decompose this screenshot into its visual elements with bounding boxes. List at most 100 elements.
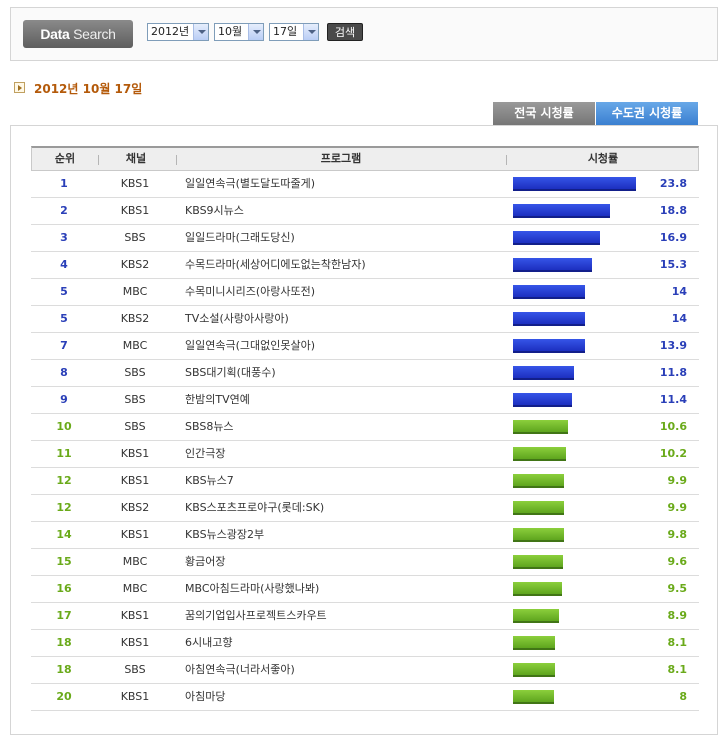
- header-rating: 시청률: [587, 152, 619, 165]
- rating-bar: [513, 609, 559, 623]
- rank-cell: 9: [60, 393, 68, 406]
- rating-value: 8.9: [667, 609, 688, 622]
- day-select-value: 17일: [273, 25, 298, 38]
- tab-national-rating[interactable]: 전국 시청률: [493, 102, 595, 125]
- channel-cell: SBS: [124, 663, 146, 676]
- rank-cell: 15: [56, 555, 72, 568]
- data-search-label-bold: Data: [40, 26, 70, 42]
- rating-bar: [513, 285, 585, 299]
- rank-cell: 11: [56, 447, 72, 460]
- rating-value: 14: [671, 312, 687, 325]
- header-rank: 순위: [54, 152, 76, 165]
- rating-bar: [513, 312, 585, 326]
- rating-bar: [513, 528, 564, 542]
- rating-bar: [513, 690, 554, 704]
- channel-cell: SBS: [124, 393, 146, 406]
- channel-cell: MBC: [122, 555, 148, 568]
- program-cell: KBS뉴스광장2부: [185, 528, 265, 541]
- rating-bar: [513, 636, 555, 650]
- table-row: 1 KBS1 일일연속극(별도달도따줄게) 23.8: [31, 171, 699, 198]
- program-cell: 6시내고향: [185, 636, 233, 649]
- rank-cell: 12: [56, 474, 72, 487]
- rank-cell: 7: [60, 339, 68, 352]
- rating-value: 8: [679, 690, 687, 703]
- ratings-panel: 순위 채널 프로그램 시청률 1 KBS1 일일연속극(별도달도따줄게) 23.8 2 K…: [10, 125, 718, 735]
- year-select[interactable]: 2012년: [147, 23, 209, 41]
- rating-value: 18.8: [659, 204, 687, 217]
- channel-cell: KBS1: [120, 609, 150, 622]
- channel-cell: KBS1: [120, 447, 150, 460]
- rank-cell: 20: [56, 690, 72, 703]
- rating-bar: [513, 582, 562, 596]
- year-select-value: 2012년: [151, 25, 190, 38]
- table-row: 12 KBS2 KBS스포츠프로야구(롯데:SK) 9.9: [31, 495, 699, 522]
- data-search-label: Data Search: [23, 20, 133, 48]
- channel-cell: KBS1: [120, 690, 150, 703]
- table-row: 2 KBS1 KBS9시뉴스 18.8: [31, 198, 699, 225]
- rating-value: 14: [671, 285, 687, 298]
- table-row: 17 KBS1 꿈의기업입사프로젝트스카우트 8.9: [31, 603, 699, 630]
- table-row: 18 KBS1 6시내고향 8.1: [31, 630, 699, 657]
- chevron-down-icon[interactable]: [193, 24, 208, 40]
- table-row: 5 KBS2 TV소설(사랑아사랑아) 14: [31, 306, 699, 333]
- rating-bar: [513, 204, 610, 218]
- day-select[interactable]: 17일: [269, 23, 319, 41]
- table-row: 12 KBS1 KBS뉴스7 9.9: [31, 468, 699, 495]
- rating-bar: [513, 420, 568, 434]
- rating-value: 9.9: [667, 474, 688, 487]
- rating-bar: [513, 501, 564, 515]
- rating-bar: [513, 555, 563, 569]
- chevron-down-icon[interactable]: [248, 24, 263, 40]
- table-row: 8 SBS SBS대기획(대풍수) 11.8: [31, 360, 699, 387]
- chevron-down-icon[interactable]: [303, 24, 318, 40]
- header-program: 프로그램: [320, 152, 362, 165]
- table-row: 15 MBC 황금어장 9.6: [31, 549, 699, 576]
- rank-cell: 5: [60, 312, 68, 325]
- table-row: 18 SBS 아침연속극(너라서좋아) 8.1: [31, 657, 699, 684]
- table-row: 4 KBS2 수목드라마(세상어디에도없는착한남자) 15.3: [31, 252, 699, 279]
- table-row: 10 SBS SBS8뉴스 10.6: [31, 414, 699, 441]
- program-cell: 수목미니시리즈(아랑사또전): [185, 285, 316, 298]
- month-select[interactable]: 10월: [214, 23, 264, 41]
- rating-value: 9.6: [667, 555, 688, 568]
- rating-value: 11.8: [659, 366, 687, 379]
- rating-value: 13.9: [659, 339, 687, 352]
- channel-cell: KBS2: [120, 258, 150, 271]
- rating-value: 9.8: [667, 528, 688, 541]
- program-cell: TV소설(사랑아사랑아): [185, 312, 289, 325]
- program-cell: MBC아침드라마(사랑했나봐): [185, 582, 320, 595]
- month-select-value: 10월: [218, 25, 243, 38]
- rank-cell: 18: [56, 663, 72, 676]
- search-bar: Data Search 2012년 10월 17일 검색: [10, 7, 718, 61]
- rating-value: 10.6: [659, 420, 687, 433]
- rank-cell: 5: [60, 285, 68, 298]
- program-cell: 수목드라마(세상어디에도없는착한남자): [185, 258, 366, 271]
- rating-bar: [513, 447, 566, 461]
- channel-cell: KBS1: [120, 636, 150, 649]
- header-divider: [98, 155, 99, 165]
- program-cell: 한밤의TV연예: [185, 393, 250, 406]
- table-row: 11 KBS1 인간극장 10.2: [31, 441, 699, 468]
- rating-bar: [513, 231, 600, 245]
- search-button[interactable]: 검색: [327, 23, 363, 41]
- rating-bar: [513, 366, 574, 380]
- rating-bar: [513, 258, 592, 272]
- channel-cell: MBC: [122, 339, 148, 352]
- table-header: 순위 채널 프로그램 시청률: [31, 146, 699, 171]
- ratings-table-body: 1 KBS1 일일연속극(별도달도따줄게) 23.8 2 KBS1 KBS9시뉴스 18.8 3…: [31, 171, 699, 711]
- rank-cell: 10: [56, 420, 72, 433]
- channel-cell: SBS: [124, 231, 146, 244]
- table-row: 3 SBS 일일드라마(그래도당신) 16.9: [31, 225, 699, 252]
- rating-value: 11.4: [659, 393, 687, 406]
- header-divider: [506, 155, 507, 165]
- rating-value: 9.9: [667, 501, 688, 514]
- tab-capital-rating[interactable]: 수도권 시청률: [596, 102, 698, 130]
- program-cell: SBS대기획(대풍수): [185, 366, 276, 379]
- rating-bar: [513, 663, 555, 677]
- program-cell: SBS8뉴스: [185, 420, 234, 433]
- rating-bar: [513, 393, 572, 407]
- rank-cell: 2: [60, 204, 68, 217]
- date-title: 2012년 10월 17일: [34, 82, 143, 96]
- channel-cell: MBC: [122, 285, 148, 298]
- arrow-right-icon: [14, 82, 25, 93]
